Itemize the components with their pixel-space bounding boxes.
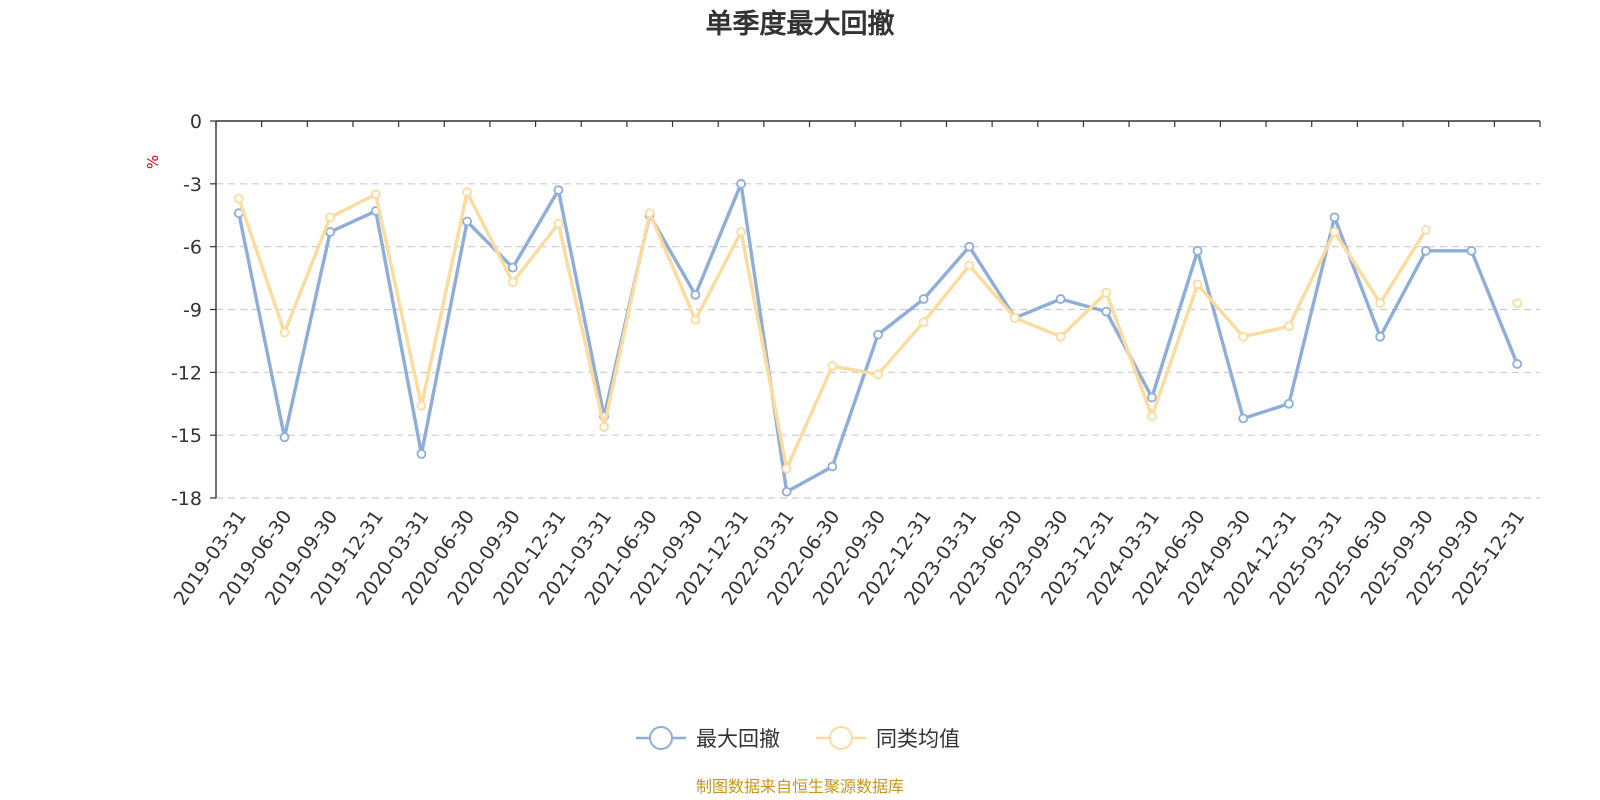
data-source-note: 制图数据来自恒生聚源数据库 (696, 777, 904, 796)
series-1 (233, 178, 1523, 497)
data-point (1147, 392, 1157, 403)
legend-label: 最大回撤 (696, 727, 780, 751)
data-point (736, 227, 746, 237)
data-point (873, 369, 883, 380)
data-point (279, 327, 290, 338)
data-point (1238, 413, 1249, 424)
legend-item-1[interactable]: 最大回撤 (636, 726, 780, 751)
y-tick-label: -9 (183, 300, 202, 322)
data-point (644, 208, 655, 219)
data-point (1238, 331, 1249, 342)
y-tick-label: -15 (171, 425, 202, 447)
data-point (1375, 298, 1386, 309)
data-point (325, 212, 336, 223)
data-point (507, 277, 518, 288)
data-point (1101, 306, 1112, 317)
data-point (1192, 245, 1203, 256)
y-axis-ticks: 0 -3 -6 -9 -12 -15 -18 (171, 111, 216, 510)
data-point (1329, 227, 1340, 237)
data-point (827, 461, 838, 472)
y-tick-label: -3 (183, 174, 202, 196)
data-point (1192, 279, 1203, 290)
data-point (416, 449, 427, 459)
data-point (1283, 398, 1294, 409)
y-tick-label: -12 (171, 362, 202, 384)
data-point (1420, 225, 1431, 235)
data-point (1055, 331, 1066, 342)
y-tick-label: -6 (183, 237, 202, 259)
legend-item-2[interactable]: 同类均值 (816, 726, 960, 751)
data-point (462, 216, 473, 227)
data-point (690, 315, 701, 325)
data-point (233, 193, 244, 204)
data-point (325, 227, 336, 237)
data-point (918, 294, 929, 304)
data-point (233, 208, 244, 219)
data-point (279, 432, 290, 443)
data-point (918, 317, 929, 327)
data-point (873, 329, 883, 340)
data-point (553, 185, 564, 196)
data-point (964, 241, 975, 252)
data-point (781, 463, 792, 474)
data-point (1101, 287, 1112, 298)
y-tick-label: 0 (190, 111, 202, 133)
legend-swatch-circle (829, 726, 853, 750)
data-point (370, 189, 381, 200)
data-point (1283, 321, 1294, 332)
data-point (827, 361, 838, 371)
data-point (690, 289, 701, 300)
data-point (1375, 331, 1386, 342)
y-tick-label: -18 (171, 488, 202, 510)
legend-label: 同类均值 (876, 727, 960, 751)
data-point (781, 486, 792, 497)
data-point (1329, 212, 1340, 223)
data-point (736, 178, 746, 189)
data-point (964, 260, 975, 271)
data-point (599, 421, 609, 432)
data-point (1466, 245, 1477, 256)
series-layer (233, 178, 1523, 497)
legend-swatch-circle (649, 726, 673, 750)
legend[interactable]: 最大回撤 同类均值 (636, 726, 960, 751)
data-point (1512, 298, 1523, 309)
data-point (1512, 359, 1523, 369)
y-axis-unit: % (144, 155, 162, 169)
data-point (553, 218, 564, 229)
data-point (1147, 411, 1157, 422)
data-point (507, 262, 518, 273)
data-point (1420, 245, 1431, 256)
data-point (416, 400, 427, 411)
chart-title: 单季度最大回撤 (706, 8, 895, 40)
series-2 (233, 187, 1523, 474)
data-point (1055, 294, 1066, 304)
data-point (462, 187, 473, 198)
data-point (1010, 312, 1020, 323)
